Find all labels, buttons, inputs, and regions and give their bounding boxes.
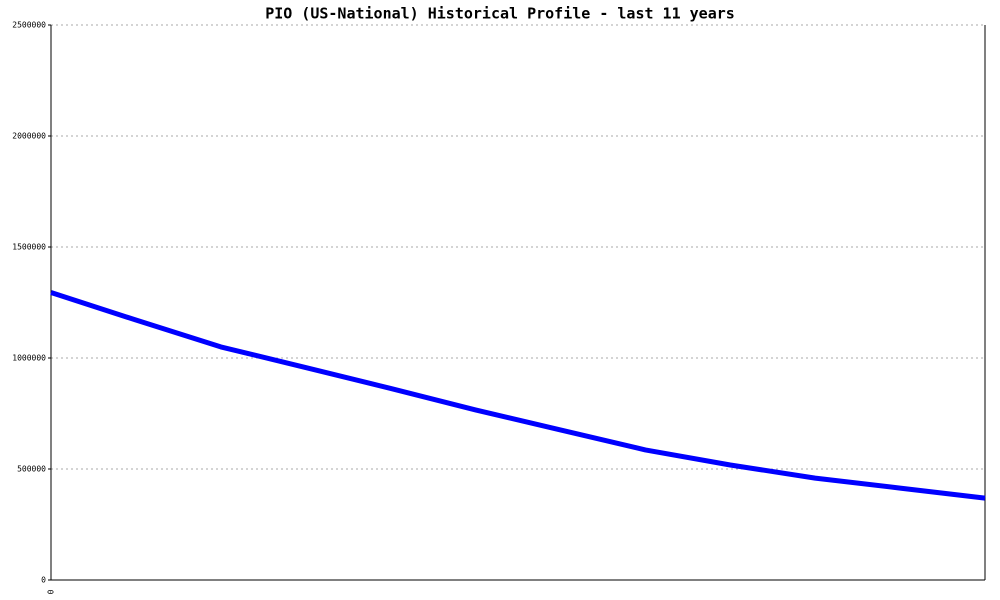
y-tick-label: 0 — [41, 576, 46, 585]
y-tick-label: 1000000 — [12, 354, 46, 363]
data-line — [50, 290, 986, 501]
y-tick-label: 2500000 — [12, 21, 46, 30]
chart-title: PIO (US-National) Historical Profile - l… — [265, 5, 735, 23]
x-tick-label: 0 — [47, 589, 56, 594]
y-tick-label: 500000 — [17, 465, 46, 474]
y-tick-label: 2000000 — [12, 132, 46, 141]
y-tick-label: 1500000 — [12, 243, 46, 252]
